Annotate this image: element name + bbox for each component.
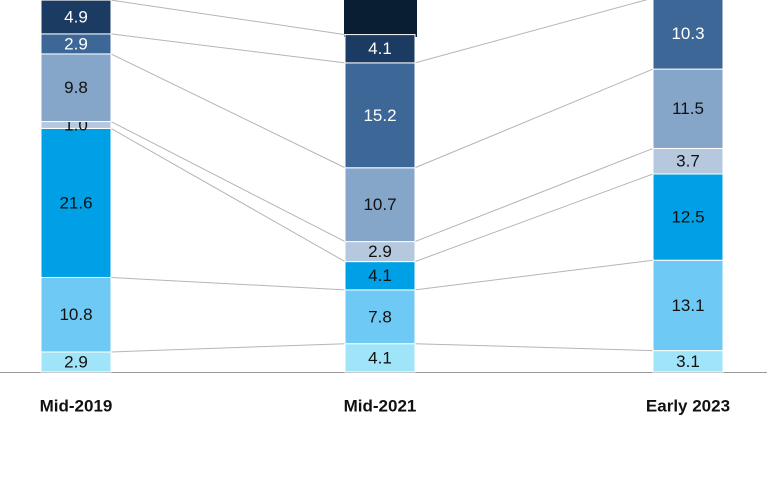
bar-segment [40, 276, 112, 353]
connector [110, 121, 346, 243]
value-label: 2.9 [368, 242, 392, 261]
connector [414, 0, 648, 64]
connector [414, 343, 654, 352]
bar-segment [344, 167, 416, 243]
value-label: 4.1 [368, 39, 392, 58]
value-label: 9.8 [64, 78, 88, 97]
connector [110, 343, 346, 353]
value-label: 7.8 [368, 307, 392, 326]
value-label: 12.5 [671, 208, 704, 227]
bar-segment [652, 0, 724, 70]
value-label: 3.1 [676, 352, 700, 371]
bar-segment [344, 261, 416, 291]
bar-segment [652, 259, 724, 352]
x-tick-label: Early 2023 [646, 396, 730, 415]
x-tick-label: Mid-2019 [40, 396, 113, 415]
value-label: 10.7 [363, 195, 396, 214]
bar-segment [652, 147, 724, 175]
value-label: 21.6 [59, 193, 92, 212]
value-label: 13.1 [671, 296, 704, 315]
bar-segment [344, 289, 416, 345]
connector [414, 173, 654, 263]
bar-segment [40, 0, 112, 35]
connector [110, 53, 346, 169]
value-label: 15.2 [363, 106, 396, 125]
connector [414, 259, 654, 291]
bar-segment [652, 173, 724, 261]
value-label: 3.7 [676, 152, 700, 171]
cropped-segment [344, 0, 417, 37]
value-label: 4.1 [368, 348, 392, 367]
bar-segment [40, 53, 112, 123]
value-label: 10.3 [671, 24, 704, 43]
connector [110, 127, 346, 263]
value-label: 4.9 [64, 7, 88, 26]
value-label: 10.8 [59, 305, 92, 324]
connector [414, 68, 654, 169]
value-label: 2.9 [64, 34, 88, 53]
bar-segment [652, 68, 724, 149]
connector [110, 33, 346, 64]
value-label: 4.1 [368, 266, 392, 285]
x-tick-label: Mid-2021 [344, 396, 417, 415]
bar-segment [344, 343, 416, 373]
bar-segment [344, 62, 416, 169]
bar-segment [40, 127, 112, 278]
connector [110, 276, 346, 291]
connector [414, 147, 654, 243]
bar-segment [344, 34, 416, 64]
value-label: 2.9 [64, 352, 88, 371]
value-label: 11.5 [672, 99, 704, 118]
connector [110, 0, 346, 36]
